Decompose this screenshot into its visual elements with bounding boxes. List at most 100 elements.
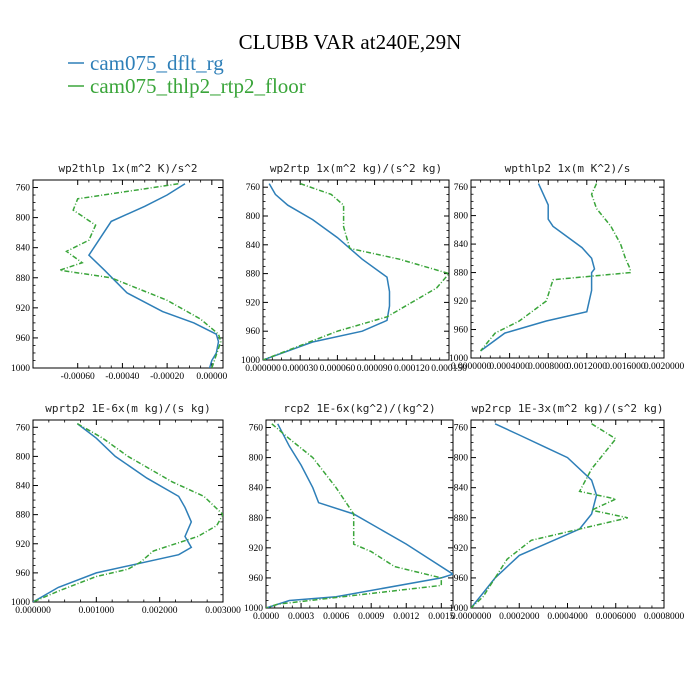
y-tick-label: 760	[454, 183, 469, 193]
x-tick-label: 0.0004000	[547, 612, 588, 622]
x-tick-label: -0.00040	[105, 372, 139, 382]
x-tick-label: 0.0006	[323, 612, 349, 622]
legend-label-dflt: cam075_dflt_rg	[90, 51, 224, 75]
plot-frame	[265, 419, 454, 609]
x-tick-label: 0.0012000	[567, 362, 608, 372]
x-tick-label: 0.0003	[288, 612, 314, 622]
x-tick-label: 0.0002000	[499, 612, 540, 622]
y-tick-label: 960	[454, 326, 469, 336]
series-line-dflt	[263, 183, 391, 360]
y-tick-label: 880	[246, 270, 261, 280]
y-tick-label: 760	[246, 183, 261, 193]
x-tick-label: 0.000090	[357, 364, 393, 374]
x-tick-label: 0.0016000	[605, 362, 646, 372]
x-tick-label: 0.0009	[358, 612, 384, 622]
y-tick-label: 760	[454, 424, 469, 434]
panels: wp2thlp 1x(m^2 K)/s^2 760 800 840 880 920 960 1…	[11, 162, 684, 622]
panel-title: rcp2 1E-6x(kg^2)/(kg^2)	[283, 402, 435, 415]
plot-frame	[470, 419, 665, 609]
y-tick-label: 800	[249, 454, 264, 464]
series-line-dflt	[87, 183, 220, 368]
x-tick-label: 0.000150	[431, 364, 467, 374]
panel-title: wp2thlp 1x(m^2 K)/s^2	[58, 162, 197, 175]
y-tick-label: 880	[454, 514, 469, 524]
series-line-dflt	[33, 423, 193, 602]
x-tick-label: -0.00020	[150, 372, 184, 382]
y-tick-label: 800	[454, 454, 469, 464]
panel-1: wp2thlp 1x(m^2 K)/s^2 760 800 840 880 920 960 1…	[11, 162, 228, 382]
plot-frame	[470, 179, 665, 359]
x-tick-label: 0.0008000	[644, 612, 685, 622]
legend-entry-dflt: cam075_dflt_rg	[90, 51, 224, 75]
y-tick-label: 840	[454, 240, 469, 250]
y-tick-label: 960	[454, 574, 469, 584]
y-tick-label: 760	[249, 424, 264, 434]
y-tick-label: 1000	[449, 354, 468, 364]
series-line-floor	[266, 423, 443, 608]
y-tick-label: 960	[16, 569, 31, 579]
legend: cam075_dflt_rg cam075_thlp2_rtp2_floor	[90, 51, 306, 98]
y-tick-label: 920	[16, 304, 31, 314]
x-tick-label: 0.0006000	[596, 612, 637, 622]
y-tick-label: 960	[246, 327, 261, 337]
y-tick-label: 920	[454, 544, 469, 554]
y-tick-label: 760	[16, 423, 31, 433]
y-tick-label: 760	[16, 184, 31, 194]
x-tick-label: 0.0004000	[489, 362, 530, 372]
y-tick-label: 920	[246, 298, 261, 308]
panel-4: wprtp2 1E-6x(m kg)/(s kg) 760 800 840 880 920…	[11, 402, 241, 616]
x-tick-label: 0.00000	[196, 372, 227, 382]
y-tick-label: 840	[16, 482, 31, 492]
series-line-floor	[471, 423, 628, 608]
y-tick-label: 840	[454, 484, 469, 494]
series-line-floor	[263, 182, 449, 360]
x-tick-label: 0.002000	[142, 606, 178, 616]
series-line-dflt	[266, 423, 453, 608]
series-line-dflt	[480, 183, 596, 352]
y-tick-label: 840	[249, 484, 264, 494]
x-tick-label: 0.001000	[79, 606, 115, 616]
series-line-dflt	[471, 423, 598, 608]
y-tick-label: 1000	[449, 604, 468, 614]
y-tick-label: 1000	[11, 598, 30, 608]
series-line-floor	[480, 183, 631, 352]
y-tick-label: 800	[454, 212, 469, 222]
y-tick-label: 920	[16, 540, 31, 550]
x-tick-label: 0.000000	[245, 364, 281, 374]
panel-title: wp2rtp 1x(m^2 kg)/(s^2 kg)	[270, 162, 442, 175]
x-tick-label: -0.00060	[61, 372, 95, 382]
y-tick-label: 920	[249, 544, 264, 554]
plot-frame	[32, 179, 224, 369]
plot-frame	[32, 419, 224, 603]
y-tick-label: 1000	[11, 364, 30, 374]
x-tick-label: 0.0000000	[451, 612, 492, 622]
panel-title: wprtp2 1E-6x(m kg)/(s kg)	[45, 402, 211, 415]
y-tick-label: 880	[454, 269, 469, 279]
y-tick-label: 1000	[244, 604, 263, 614]
y-tick-label: 800	[16, 452, 31, 462]
panel-title: wp2rcp 1E-3x(m^2 kg)/(s^2 kg)	[471, 402, 663, 415]
y-tick-label: 880	[16, 511, 31, 521]
x-tick-label: 0.0000000	[451, 362, 492, 372]
x-tick-label: 0.0000	[253, 612, 279, 622]
x-tick-label: 0.000060	[320, 364, 356, 374]
legend-entry-floor: cam075_thlp2_rtp2_floor	[90, 74, 306, 98]
x-tick-label: 0.003000	[205, 606, 241, 616]
figure-title: CLUBB VAR at240E,29N	[239, 30, 462, 54]
y-tick-label: 880	[249, 514, 264, 524]
x-tick-label: 0.000030	[282, 364, 318, 374]
y-tick-label: 840	[246, 241, 261, 251]
y-tick-label: 1000	[241, 356, 260, 366]
panel-2: wp2rtp 1x(m^2 kg)/(s^2 kg) 760 800 840 880 92…	[241, 162, 467, 374]
x-tick-label: 0.0012	[393, 612, 419, 622]
y-tick-label: 800	[16, 214, 31, 224]
panel-6: wp2rcp 1E-3x(m^2 kg)/(s^2 kg)760 800 840 88…	[449, 402, 684, 622]
y-tick-label: 960	[249, 574, 264, 584]
x-tick-label: 0.000120	[394, 364, 430, 374]
series-line-floor	[33, 422, 223, 602]
panel-3: wpthlp2 1x(m K^2)/s 760 800 840 880 920 960 100…	[449, 162, 684, 372]
x-tick-label: 0.0008000	[528, 362, 569, 372]
panel-5: rcp2 1E-6x(kg^2)/(kg^2) 760 800 840 880 920 96…	[244, 402, 455, 622]
panel-title: wpthlp2 1x(m K^2)/s	[505, 162, 631, 175]
